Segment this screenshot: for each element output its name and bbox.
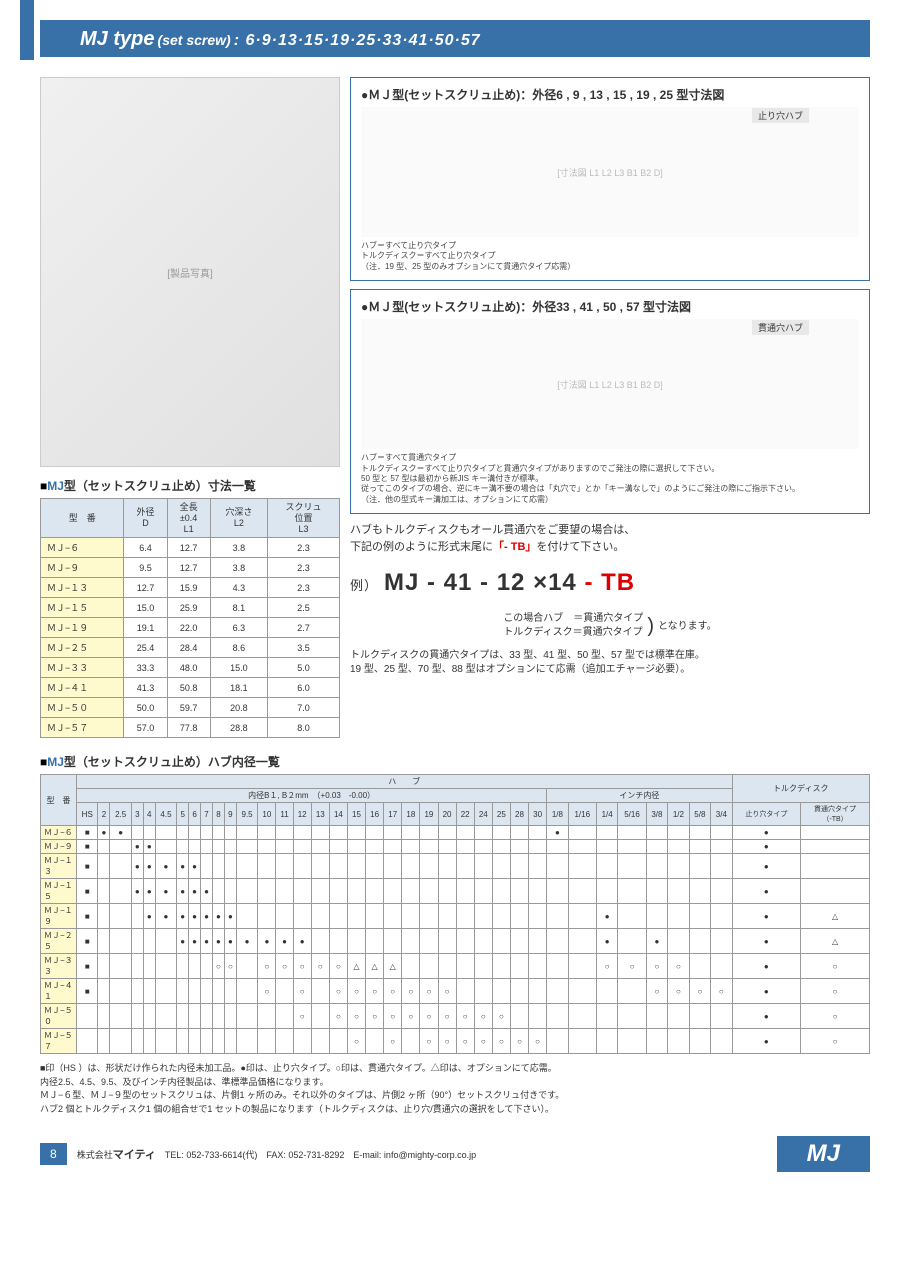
diagram2-note: ハブ＝すべて貫通穴タイプ トルクディスク＝すべて止り穴タイプと貫通穴タイプがあり… <box>361 453 859 505</box>
side-tab <box>20 0 34 60</box>
diagram1-note: ハブ＝すべて止り穴タイプ トルクディスク＝すべて止り穴タイプ （注．19 型、2… <box>361 241 859 272</box>
diagram-box-1: ●ＭＪ型(セットスクリュ止め)：外径6 , 9 , 13 , 15 , 19 ,… <box>350 77 870 281</box>
diagram2-title: ●ＭＪ型(セットスクリュ止め)：外径33 , 41 , 50 , 57 型寸法図 <box>361 298 859 315</box>
table-row: ＭＪ−５７57.077.828.88.0 <box>41 718 340 738</box>
header-bar: MJ type (set screw) : 6·9·13·15·19·25·33… <box>40 20 870 57</box>
table-row: ＭＪ−１９19.122.06.32.7 <box>41 618 340 638</box>
table-row: ＭＪ−１３12.715.94.32.3 <box>41 578 340 598</box>
example-line: 例）MJ - 41 - 12 ×14 - TB <box>350 565 870 601</box>
table-row: ＭＪ−３３■○○○○○○○△△△○○○○●○ <box>41 954 870 979</box>
diagram1-title: ●ＭＪ型(セットスクリュ止め)：外径6 , 9 , 13 , 15 , 19 ,… <box>361 86 859 103</box>
diagram1-label: 止り穴ハブ <box>752 108 809 123</box>
product-photo: [製品写真] <box>40 77 340 467</box>
table-row: ＭＪ−２５■●●●●●●●●●●●●△ <box>41 929 870 954</box>
table-row: ＭＪ−１９■●●●●●●●●●△ <box>41 904 870 929</box>
dim-table-title: ■MJ型（セットスクリュ止め）寸法一覧 <box>40 477 340 494</box>
diagram2-image: [寸法図 L1 L2 L3 B1 B2 D] <box>361 319 859 449</box>
table-row: ＭＪ−４１41.350.818.16.0 <box>41 678 340 698</box>
dimensions-table: 型 番外径 D全長 ±0.4 L1穴深さ L2スクリュ 位置 L3 ＭＪ−６6.… <box>40 498 340 738</box>
table-row: ＭＪ−１５15.025.98.12.5 <box>41 598 340 618</box>
table-row: ＭＪ−９■●●● <box>41 840 870 854</box>
table-row: ＭＪ−５０○○○○○○○○○○○●○ <box>41 1004 870 1029</box>
footnotes: ■印（HS ）は、形状だけ作られた内径未加工品。●印は、止り穴タイプ。○印は、貫… <box>40 1062 870 1116</box>
table-row: ＭＪ−５７○○○○○○○○○●○ <box>41 1029 870 1054</box>
page-number: 8 <box>40 1143 67 1165</box>
bore-table: 型 番ハ ブトルクディスク内径B１, B２mm （+0.03 -0.00）インチ… <box>40 774 870 1054</box>
table-row: ＭＪ−３３33.348.015.05.0 <box>41 658 340 678</box>
diagram1-image: [寸法図 L1 L2 L3 B1 B2 D] <box>361 107 859 237</box>
table-row: ＭＪ−１５■●●●●●●● <box>41 879 870 904</box>
header-subtitle: (set screw) <box>158 32 231 48</box>
table-row: ＭＪ−６■●●●● <box>41 826 870 840</box>
tb-note: ハブもトルクディスクもオール貫通穴をご要望の場合は、 下記の例のように形式末尾に… <box>350 522 870 641</box>
header-sizes: : 6·9·13·15·19·25·33·41·50·57 <box>234 32 481 49</box>
table-row: ＭＪ−４１■○○○○○○○○○○○○○●○ <box>41 979 870 1004</box>
table-row: ＭＪ−５０50.059.720.87.0 <box>41 698 340 718</box>
table-row: ＭＪ−２５25.428.48.63.5 <box>41 638 340 658</box>
diagram2-label: 貫通穴ハブ <box>752 320 809 335</box>
table-row: ＭＪ−１３■●●●●●● <box>41 854 870 879</box>
table-row: ＭＪ−６6.412.73.82.3 <box>41 538 340 558</box>
tb-footnote: トルクディスクの貫通穴タイプは、33 型、41 型、50 型、57 型では標準在… <box>350 649 870 677</box>
diagram-box-2: ●ＭＪ型(セットスクリュ止め)：外径33 , 41 , 50 , 57 型寸法図… <box>350 289 870 514</box>
bore-table-title: ■MJ型（セットスクリュ止め）ハブ内径一覧 <box>40 753 870 770</box>
header-title: MJ type <box>80 28 154 50</box>
company-info: 株式会社マイティ TEL: 052-733-6614(代) FAX: 052-7… <box>77 1146 476 1162</box>
footer: 8 株式会社マイティ TEL: 052-733-6614(代) FAX: 052… <box>40 1136 870 1172</box>
mj-tag: MJ <box>777 1136 870 1172</box>
table-row: ＭＪ−９9.512.73.82.3 <box>41 558 340 578</box>
